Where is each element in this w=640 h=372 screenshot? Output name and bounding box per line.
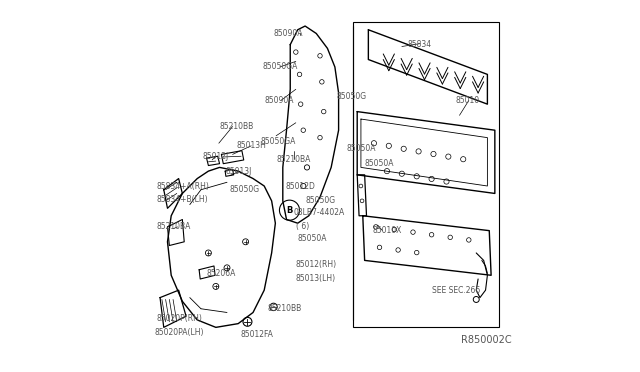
- Text: R850002C: R850002C: [461, 336, 512, 345]
- Text: 85013J: 85013J: [225, 167, 252, 176]
- Text: 85834+B(LH): 85834+B(LH): [156, 195, 208, 203]
- Text: 85013(LH): 85013(LH): [296, 275, 336, 283]
- Text: 85012FA: 85012FA: [240, 330, 273, 339]
- Text: 85050G: 85050G: [230, 185, 260, 194]
- Text: 85210BB: 85210BB: [268, 304, 302, 313]
- Text: 85050A: 85050A: [365, 159, 394, 168]
- Text: 85210BB: 85210BB: [220, 122, 254, 131]
- Text: 85834+A(RH): 85834+A(RH): [156, 182, 209, 190]
- Text: 85050A: 85050A: [298, 234, 327, 243]
- Text: 85020P(RH): 85020P(RH): [156, 314, 202, 323]
- Text: 85012(RH): 85012(RH): [296, 260, 337, 269]
- Text: 85013H: 85013H: [236, 141, 266, 150]
- Text: 85210BA: 85210BA: [276, 155, 310, 164]
- Text: 85090A: 85090A: [273, 29, 303, 38]
- Text: 85050G: 85050G: [305, 196, 335, 205]
- Text: ( 6): ( 6): [296, 222, 309, 231]
- Text: 85050G: 85050G: [337, 92, 367, 101]
- Text: 85010: 85010: [456, 96, 480, 105]
- Text: 85012D: 85012D: [285, 182, 316, 190]
- Text: 85050GA: 85050GA: [262, 62, 298, 71]
- Text: 85206A: 85206A: [207, 269, 236, 278]
- Text: 85012J: 85012J: [203, 152, 229, 161]
- Text: 85020PA(LH): 85020PA(LH): [154, 328, 204, 337]
- Text: B: B: [286, 206, 292, 215]
- Text: 85050GA: 85050GA: [260, 137, 296, 146]
- Text: 85050A: 85050A: [346, 144, 376, 153]
- Text: 85210BA: 85210BA: [156, 222, 191, 231]
- FancyBboxPatch shape: [353, 22, 499, 327]
- Text: 08LB7-4402A: 08LB7-4402A: [294, 208, 345, 217]
- Text: SEE SEC.266: SEE SEC.266: [431, 286, 480, 295]
- Text: 85834: 85834: [408, 40, 431, 49]
- Text: 85010X: 85010X: [372, 226, 401, 235]
- Text: 85090A: 85090A: [265, 96, 294, 105]
